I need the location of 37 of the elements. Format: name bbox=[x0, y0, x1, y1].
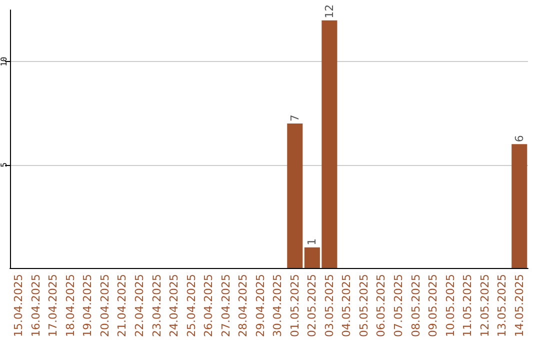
bar bbox=[512, 144, 528, 268]
x-tick-label: 16.04.2025 bbox=[29, 274, 42, 338]
x-tick-label: 09.05.2025 bbox=[426, 274, 440, 338]
data-label: 1 bbox=[306, 238, 319, 246]
x-tick-label: 15.04.2025 bbox=[12, 274, 26, 338]
x-tick-label: 26.04.2025 bbox=[202, 274, 216, 338]
x-tick-label: 03.05.2025 bbox=[322, 274, 336, 338]
x-tick-label: 19.04.2025 bbox=[81, 274, 94, 338]
x-tick-label: 06.05.2025 bbox=[374, 274, 388, 338]
x-tick-label: 11.05.2025 bbox=[461, 274, 474, 338]
x-tick-label: 21.04.2025 bbox=[116, 274, 129, 338]
x-tick-label: 05.05.2025 bbox=[357, 274, 370, 338]
y-tick-label: 10 bbox=[0, 56, 8, 66]
x-tick-label: 23.04.2025 bbox=[150, 274, 164, 338]
x-tick-label: 02.05.2025 bbox=[306, 274, 319, 338]
x-tick-label: 25.04.2025 bbox=[184, 274, 198, 338]
x-tick-label: 17.04.2025 bbox=[46, 274, 60, 338]
x-tick-label: 12.05.2025 bbox=[478, 274, 492, 338]
x-tick-label: 24.04.2025 bbox=[168, 274, 181, 338]
x-tick-label: 27.04.2025 bbox=[219, 274, 232, 338]
x-tick-label: 22.04.2025 bbox=[133, 274, 146, 338]
x-tick-label: 18.04.2025 bbox=[64, 274, 77, 338]
x-tick-label: 01.05.2025 bbox=[288, 274, 302, 338]
x-tick-label: 14.05.2025 bbox=[512, 274, 526, 338]
x-tick-label: 29.04.2025 bbox=[254, 274, 267, 338]
data-label: 7 bbox=[288, 114, 302, 122]
data-label: 6 bbox=[512, 135, 526, 142]
data-label: 12 bbox=[322, 4, 336, 18]
x-tick-label: 20.04.2025 bbox=[98, 274, 112, 338]
x-tick-label: 13.05.2025 bbox=[496, 274, 509, 338]
x-tick-label: 30.04.2025 bbox=[271, 274, 284, 338]
x-tick-label: 10.05.2025 bbox=[444, 274, 457, 338]
x-tick-label: 08.05.2025 bbox=[409, 274, 422, 338]
x-tick-label: 04.05.2025 bbox=[340, 274, 354, 338]
x-tick-label: 28.04.2025 bbox=[236, 274, 250, 338]
x-tick-label: 07.05.2025 bbox=[392, 274, 405, 338]
bar bbox=[287, 124, 303, 268]
